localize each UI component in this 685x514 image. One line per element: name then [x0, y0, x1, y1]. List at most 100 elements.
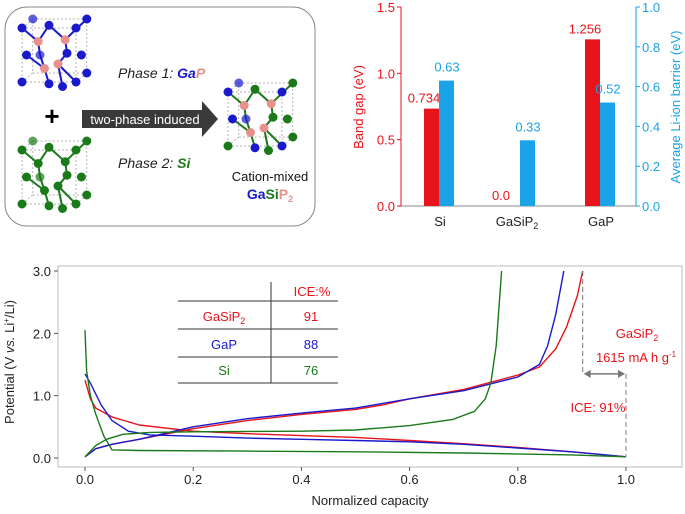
atom [71, 23, 81, 33]
atom [277, 141, 287, 151]
schematic-panel: + Phase 1: GaP Phase 2: Si two-phase ind… [4, 6, 316, 227]
atom [40, 186, 49, 195]
atom [82, 14, 92, 24]
category-label: GaSiP2 [496, 214, 539, 231]
atom [28, 14, 38, 24]
gap-crystal-structure [17, 14, 92, 91]
right-tick-label: 0.0 [642, 199, 660, 214]
x-tick-label: 1.0 [617, 472, 635, 487]
ice-label: ICE: 91% [571, 400, 626, 415]
atom [288, 78, 298, 88]
atom [17, 199, 27, 209]
atom [40, 64, 49, 73]
atom [53, 181, 63, 191]
x-tick-label: 0.4 [292, 472, 310, 487]
curve-si-discharge [84, 330, 627, 458]
atom [35, 50, 45, 60]
bar-right-axis-label: Average Li-ion barrier (eV) [668, 31, 683, 184]
table-row-label: Si [218, 363, 230, 378]
x-tick-label: 0.6 [401, 472, 419, 487]
ice-table: ICE:% GaSiP2 91 GaP 88 Si 76 [178, 282, 338, 384]
curve-gap-charge [84, 270, 565, 458]
line-plot-frame [57, 265, 683, 468]
atom [62, 48, 72, 58]
atom [58, 82, 67, 91]
result-label: Cation-mixed [232, 169, 309, 184]
atom [17, 77, 27, 87]
cell-edge [238, 82, 294, 138]
curve-gap-discharge [84, 373, 627, 458]
phase1-label: Phase 1: GaP [118, 65, 206, 81]
atom [33, 37, 43, 46]
atom [58, 204, 67, 213]
bar-li-barrier-label: 0.52 [595, 82, 620, 97]
atom [246, 128, 255, 137]
atom [44, 201, 54, 211]
arrow-head-icon [618, 369, 625, 378]
atom [62, 170, 72, 180]
atom [76, 172, 86, 182]
capacity-label: GaSiP2 [616, 326, 659, 343]
atom [264, 146, 273, 155]
plus-sign: + [44, 101, 59, 131]
table-header: ICE:% [294, 284, 331, 299]
atom [282, 114, 292, 124]
si-crystal-structure [17, 136, 92, 213]
table-row-label: GaSiP2 [203, 309, 246, 326]
right-tick-label: 1.0 [642, 0, 660, 15]
atom [22, 172, 31, 182]
atom [60, 157, 70, 167]
cell-edge [32, 140, 88, 196]
atom [53, 59, 63, 69]
right-tick-label: 0.4 [642, 119, 660, 134]
left-tick-label: 0.0 [377, 199, 395, 214]
atom [44, 79, 54, 89]
bar-li-barrier-label: 0.63 [434, 60, 459, 75]
atom [22, 50, 31, 60]
line-y-axis-label: Potential (V vs. Li+/Li) [2, 300, 17, 424]
left-tick-label: 1.5 [377, 0, 395, 15]
line-x-axis-label: Normalized capacity [311, 493, 429, 508]
bar-li-barrier-label: 0.33 [515, 119, 540, 134]
left-tick-label: 0.5 [377, 133, 395, 148]
x-tick-label: 0.0 [76, 472, 94, 487]
right-tick-label: 0.2 [642, 159, 660, 174]
capacity-annotation: GaSiP2 1615 mA h g-1 ICE: 91% [571, 326, 677, 415]
category-label: GaP [588, 214, 614, 229]
bar-li-barrier [520, 140, 535, 206]
bar-left-axis-label: Band gap (eV) [351, 65, 366, 149]
atom [239, 101, 249, 110]
atom [60, 35, 70, 45]
atom [71, 77, 81, 87]
bar-li-barrier [439, 80, 454, 206]
curve-gasip2-discharge [84, 379, 627, 458]
line-chart: 0.0 0.2 0.4 0.6 0.8 1.0 0.0 1.0 2.0 3.0 Normalize… [2, 264, 683, 508]
atom [33, 159, 43, 168]
atom [223, 141, 233, 151]
bar-band-gap-label: 0.734 [408, 91, 441, 106]
atom [44, 20, 54, 30]
atom [266, 99, 276, 109]
gasip2-crystal-structure [223, 78, 298, 155]
bar-chart: 0.0 0.5 1.0 1.5 0.0 0.2 0.4 0.6 0.8 1.0 Si GaSiP2 Ga… [351, 0, 683, 231]
atom [17, 23, 27, 33]
x-tick-label: 0.2 [184, 472, 202, 487]
atom [82, 68, 92, 78]
capacity-value: 1615 mA h g-1 [596, 350, 677, 365]
bar-li-barrier [600, 102, 615, 206]
atom [241, 114, 251, 124]
right-tick-label: 0.6 [642, 80, 660, 95]
atom [17, 145, 27, 155]
atom [35, 172, 45, 182]
bar-band-gap [424, 108, 439, 206]
table-row-value: 76 [304, 363, 318, 378]
atom [228, 114, 237, 124]
y-tick-label: 0.0 [33, 451, 51, 466]
table-row-value: 91 [304, 309, 318, 324]
atom [250, 143, 260, 153]
atom [71, 199, 81, 209]
atom [234, 78, 244, 88]
y-tick-label: 2.0 [33, 326, 51, 341]
cell-edge [32, 18, 88, 74]
arrow-head-icon [583, 369, 591, 378]
